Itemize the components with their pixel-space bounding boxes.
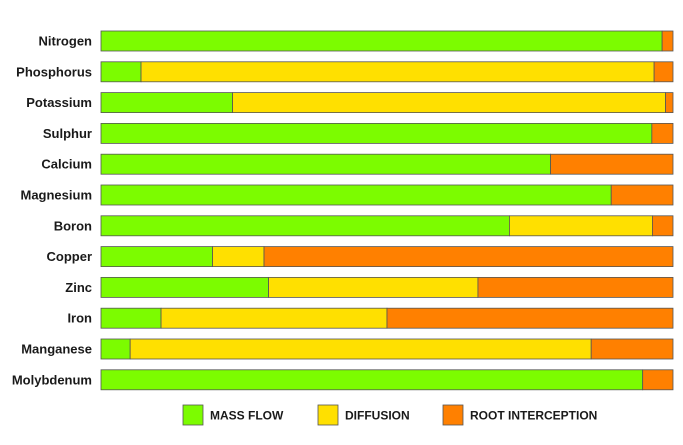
bar-segment-mass-flow (100, 215, 510, 237)
category-label: Sulphur (43, 126, 92, 141)
bar-row-potassium: Potassium (26, 92, 674, 113)
legend-label: MASS FLOW (210, 409, 284, 423)
bar-segment-root-interception (642, 369, 674, 391)
bar-segment-mass-flow (100, 369, 644, 391)
category-label: Zinc (65, 280, 92, 295)
legend-swatch (442, 404, 464, 426)
legend: MASS FLOW DIFFUSION ROOT INTERCEPTION (182, 404, 597, 426)
legend-swatch (182, 404, 204, 426)
category-label: Potassium (26, 95, 92, 110)
bar-row-molybdenum: Molybdenum (12, 369, 674, 391)
bar-segment-diffusion (129, 338, 592, 360)
bar-segment-root-interception (263, 246, 674, 268)
bar-segment-mass-flow (100, 123, 653, 144)
bar-segment-root-interception (652, 215, 674, 237)
bar-segment-diffusion (509, 215, 653, 237)
bar-segment-mass-flow (100, 338, 131, 360)
bar-row-nitrogen: Nitrogen (39, 30, 674, 52)
bar-row-manganese: Manganese (21, 338, 674, 360)
bar-segment-root-interception (386, 307, 674, 329)
bar-segment-mass-flow (100, 184, 612, 206)
bar-segment-diffusion (232, 92, 666, 113)
bar-segment-root-interception (550, 153, 674, 175)
bar-row-magnesium: Magnesium (20, 184, 674, 206)
bar-segment-mass-flow (100, 307, 162, 329)
bar-row-zinc: Zinc (65, 276, 674, 298)
bar-segment-diffusion (160, 307, 388, 329)
bar-segment-diffusion (140, 61, 655, 83)
bar-segment-root-interception (653, 61, 674, 83)
bar-row-calcium: Calcium (41, 153, 674, 175)
bar-row-sulphur: Sulphur (43, 123, 674, 144)
bar-segment-root-interception (651, 123, 674, 144)
bar-segment-diffusion (212, 246, 265, 268)
bar-segment-diffusion (268, 276, 479, 298)
bar-row-copper: Copper (47, 246, 674, 268)
legend-label: ROOT INTERCEPTION (470, 409, 597, 423)
bar-segment-root-interception (661, 30, 674, 52)
bar-segment-mass-flow (100, 61, 142, 83)
bar-row-iron: Iron (67, 307, 674, 329)
bar-segment-root-interception (477, 276, 674, 298)
category-label: Boron (54, 218, 92, 233)
category-label: Copper (47, 249, 93, 264)
category-label: Manganese (21, 342, 92, 357)
bar-segment-mass-flow (100, 153, 551, 175)
category-label: Calcium (41, 157, 92, 172)
category-label: Iron (67, 311, 92, 326)
bar-segment-mass-flow (100, 246, 213, 268)
bar-segment-mass-flow (100, 30, 663, 52)
legend-label: DIFFUSION (345, 409, 410, 423)
bar-segment-root-interception (590, 338, 674, 360)
bar-segment-root-interception (610, 184, 674, 206)
category-label: Molybdenum (12, 372, 92, 387)
bar-segment-mass-flow (100, 92, 233, 113)
category-label: Magnesium (20, 188, 92, 203)
bar-segment-mass-flow (100, 276, 270, 298)
bar-row-phosphorus: Phosphorus (16, 61, 674, 83)
bar-segment-root-interception (665, 92, 674, 113)
category-label: Nitrogen (39, 34, 93, 49)
bar-row-boron: Boron (54, 215, 674, 237)
category-label: Phosphorus (16, 64, 92, 79)
legend-swatch (317, 404, 339, 426)
